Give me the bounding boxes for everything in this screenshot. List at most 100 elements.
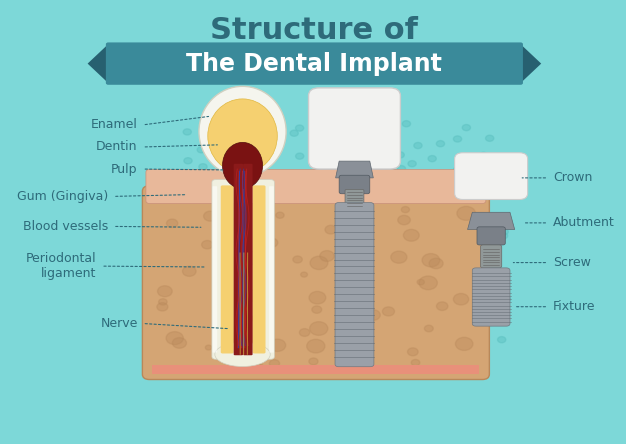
FancyBboxPatch shape bbox=[142, 186, 490, 380]
Circle shape bbox=[213, 273, 228, 284]
Circle shape bbox=[197, 147, 205, 153]
Circle shape bbox=[240, 313, 253, 324]
Text: Fixture: Fixture bbox=[553, 300, 595, 313]
Circle shape bbox=[226, 120, 234, 126]
Circle shape bbox=[337, 322, 346, 328]
Text: Structure of: Structure of bbox=[210, 16, 418, 44]
FancyBboxPatch shape bbox=[477, 227, 505, 245]
Circle shape bbox=[416, 358, 424, 365]
FancyBboxPatch shape bbox=[221, 186, 233, 353]
Circle shape bbox=[229, 304, 237, 310]
Circle shape bbox=[274, 248, 282, 254]
Circle shape bbox=[318, 235, 326, 241]
Circle shape bbox=[235, 270, 244, 276]
FancyBboxPatch shape bbox=[269, 186, 274, 353]
Circle shape bbox=[436, 302, 448, 310]
Circle shape bbox=[292, 245, 300, 251]
Circle shape bbox=[191, 196, 199, 202]
Circle shape bbox=[383, 212, 391, 218]
FancyBboxPatch shape bbox=[481, 245, 501, 268]
Ellipse shape bbox=[222, 143, 262, 189]
Circle shape bbox=[310, 322, 328, 335]
FancyBboxPatch shape bbox=[454, 153, 528, 199]
Circle shape bbox=[205, 345, 212, 350]
Circle shape bbox=[359, 127, 367, 133]
Circle shape bbox=[486, 135, 494, 141]
Circle shape bbox=[247, 136, 255, 143]
Circle shape bbox=[325, 198, 333, 204]
Circle shape bbox=[474, 355, 482, 361]
Circle shape bbox=[501, 305, 509, 312]
Circle shape bbox=[384, 159, 393, 165]
Circle shape bbox=[158, 299, 167, 305]
Circle shape bbox=[326, 211, 334, 217]
Circle shape bbox=[429, 280, 437, 286]
Circle shape bbox=[202, 241, 213, 249]
Circle shape bbox=[269, 360, 280, 367]
Circle shape bbox=[456, 337, 473, 350]
Circle shape bbox=[177, 264, 185, 270]
Text: Blood vessels: Blood vessels bbox=[23, 220, 108, 233]
Circle shape bbox=[502, 296, 510, 302]
Circle shape bbox=[300, 272, 307, 277]
Text: Nerve: Nerve bbox=[100, 317, 138, 330]
Circle shape bbox=[407, 218, 416, 224]
Circle shape bbox=[331, 111, 340, 117]
Circle shape bbox=[370, 359, 378, 365]
Circle shape bbox=[269, 339, 285, 352]
Circle shape bbox=[461, 313, 469, 320]
Circle shape bbox=[220, 330, 235, 342]
Circle shape bbox=[398, 215, 411, 225]
Circle shape bbox=[398, 166, 406, 172]
Circle shape bbox=[461, 174, 470, 180]
Circle shape bbox=[410, 325, 418, 332]
Circle shape bbox=[295, 125, 304, 131]
Circle shape bbox=[462, 124, 471, 131]
Circle shape bbox=[407, 257, 415, 263]
Circle shape bbox=[395, 333, 403, 339]
Circle shape bbox=[444, 195, 452, 202]
Circle shape bbox=[172, 303, 180, 309]
Circle shape bbox=[180, 333, 188, 340]
Circle shape bbox=[419, 276, 438, 290]
Circle shape bbox=[396, 288, 404, 293]
Circle shape bbox=[183, 129, 192, 135]
Circle shape bbox=[429, 258, 443, 269]
Circle shape bbox=[343, 273, 354, 281]
Circle shape bbox=[329, 322, 337, 329]
Circle shape bbox=[369, 327, 377, 333]
Circle shape bbox=[385, 168, 393, 174]
Circle shape bbox=[453, 293, 469, 305]
Circle shape bbox=[224, 338, 237, 348]
Circle shape bbox=[321, 117, 330, 123]
Circle shape bbox=[245, 290, 261, 301]
Circle shape bbox=[320, 250, 334, 262]
Text: Pulp: Pulp bbox=[111, 163, 138, 175]
Circle shape bbox=[436, 319, 444, 325]
Circle shape bbox=[428, 337, 436, 343]
Circle shape bbox=[363, 141, 371, 147]
Circle shape bbox=[157, 303, 168, 311]
Circle shape bbox=[307, 339, 325, 353]
Circle shape bbox=[217, 314, 225, 321]
Circle shape bbox=[203, 211, 217, 221]
Circle shape bbox=[299, 212, 307, 218]
Circle shape bbox=[318, 137, 327, 143]
Circle shape bbox=[295, 153, 304, 159]
Text: Abutment: Abutment bbox=[553, 216, 615, 230]
Circle shape bbox=[242, 187, 250, 193]
Circle shape bbox=[323, 359, 331, 365]
Circle shape bbox=[293, 256, 302, 263]
Circle shape bbox=[391, 154, 399, 160]
Circle shape bbox=[422, 254, 440, 267]
Circle shape bbox=[351, 220, 364, 230]
Circle shape bbox=[282, 292, 290, 298]
FancyBboxPatch shape bbox=[253, 180, 274, 359]
Circle shape bbox=[480, 152, 488, 159]
Circle shape bbox=[411, 360, 420, 366]
Circle shape bbox=[338, 232, 346, 237]
Text: Enamel: Enamel bbox=[91, 119, 138, 131]
Circle shape bbox=[234, 221, 245, 229]
Circle shape bbox=[238, 143, 246, 149]
FancyBboxPatch shape bbox=[309, 88, 401, 169]
